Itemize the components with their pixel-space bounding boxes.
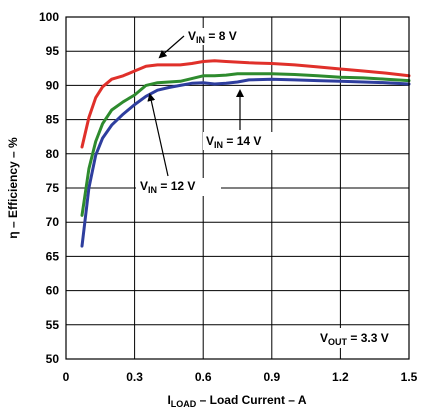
- annotation-vout: VOUT = 3.3 V: [316, 328, 406, 348]
- y-tick-label: 95: [46, 44, 60, 58]
- x-tick-label: 0.6: [195, 370, 212, 384]
- y-tick-label: 60: [46, 284, 60, 298]
- y-tick-label: 70: [46, 215, 60, 229]
- x-tick-label: 0.9: [263, 370, 280, 384]
- y-tick-label: 75: [46, 181, 60, 195]
- y-tick-label: 55: [46, 318, 60, 332]
- annotation-vin14: VIN = 14 V: [203, 89, 287, 150]
- y-tick-label: 50: [46, 352, 60, 366]
- series-line-vin-14v: [80, 77, 411, 248]
- x-tick-label: 0.3: [126, 370, 143, 384]
- y-tick-label: 85: [46, 113, 60, 127]
- x-axis-label-main: I: [167, 393, 170, 407]
- annotation-vout-text: VOUT = 3.3 V: [320, 331, 389, 347]
- x-tick-label: 0: [63, 370, 70, 384]
- plot-frame: [65, 16, 410, 360]
- annotation-vin12-arrow: [147, 93, 169, 177]
- annotation-vin8: VIN = 8 V: [158, 28, 268, 59]
- annotation-vin8-arrow: [158, 35, 185, 59]
- y-tick-label: 90: [46, 78, 60, 92]
- x-axis-label-sub: LOAD: [171, 399, 197, 409]
- annotation-vin12-text: VIN = 12 V: [140, 179, 195, 195]
- y-tick-label: 65: [46, 249, 60, 263]
- y-tick-label: 100: [39, 10, 59, 24]
- series-line-vin-8v: [80, 59, 411, 149]
- annotation-vin8-text: VIN = 8 V: [188, 29, 237, 45]
- x-tick-label: 1.5: [401, 370, 418, 384]
- y-axis-label: η – Efficiency – %: [6, 137, 20, 239]
- series-line-vin-12v: [80, 72, 411, 217]
- annotation-vin12: VIN = 12 V: [136, 93, 221, 196]
- annotation-vin12-box: [136, 178, 221, 196]
- grid: [65, 16, 410, 360]
- series-lines: [80, 59, 411, 248]
- tick-labels: 50 55 60 65 70 75 80 85 90 95 100 0 0.3 0.6 0.9 1.2 1.5: [39, 10, 418, 384]
- annotation-vin14-text: VIN = 14 V: [206, 134, 261, 150]
- y-tick-label: 80: [46, 147, 60, 161]
- x-tick-label: 1.2: [332, 370, 349, 384]
- x-axis-label: ILOAD – Load Current – A: [167, 393, 306, 409]
- x-axis-label-rest: – Load Current – A: [196, 393, 307, 407]
- annotation-vin14-box: [203, 132, 287, 150]
- annotation-vout-box: [316, 328, 406, 348]
- annotation-vin8-box: [184, 28, 268, 45]
